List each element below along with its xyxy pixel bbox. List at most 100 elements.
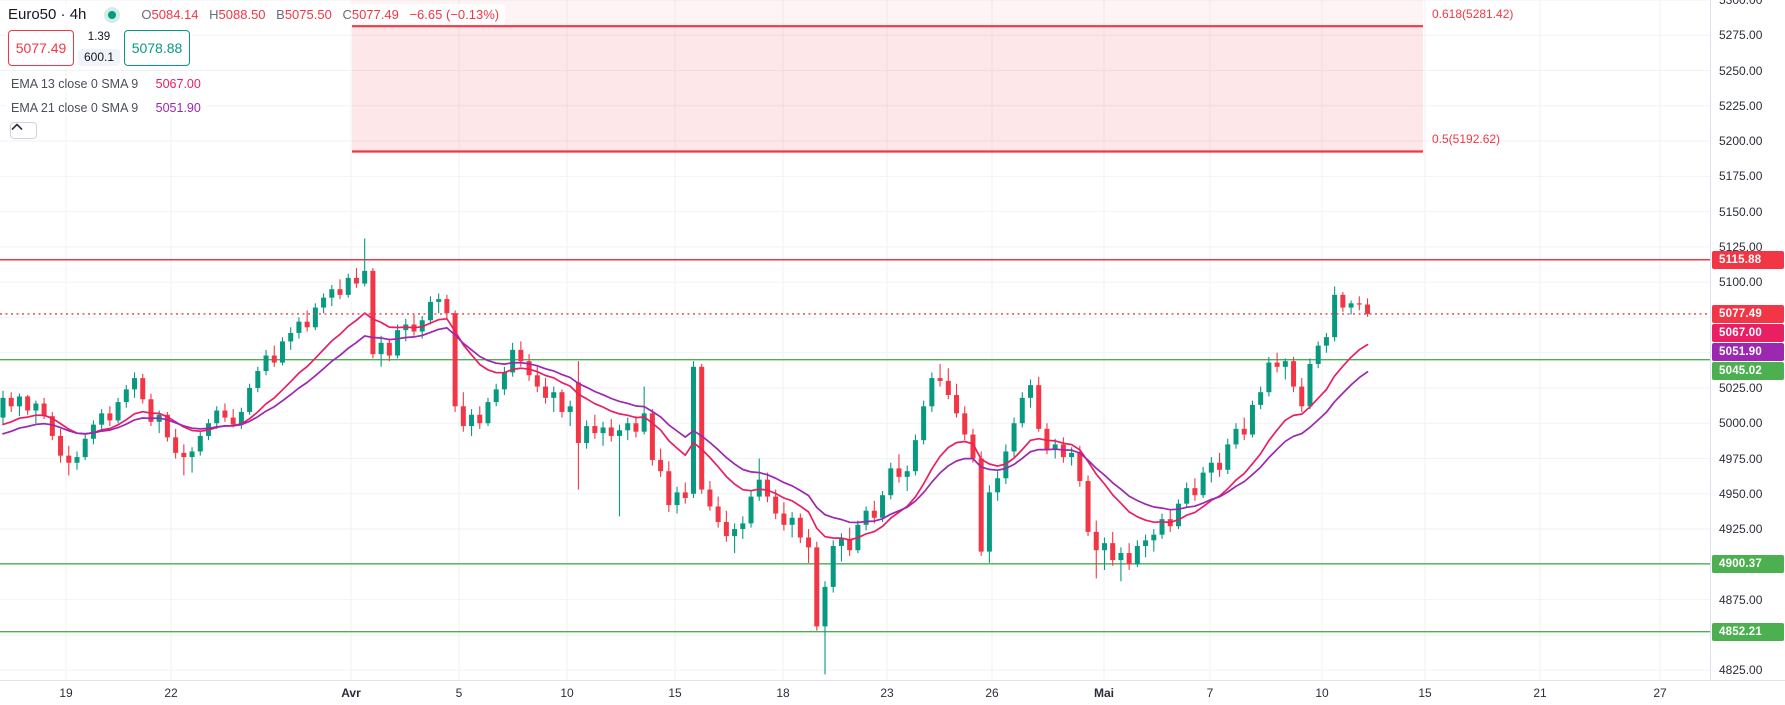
candle-body bbox=[1118, 553, 1124, 561]
candle-body bbox=[1233, 428, 1239, 445]
candle-body bbox=[1356, 303, 1362, 305]
time-tick-label: 10 bbox=[560, 686, 574, 700]
candle-body bbox=[427, 301, 433, 321]
candle-body bbox=[871, 510, 877, 518]
candle-body bbox=[847, 538, 853, 551]
candle-body bbox=[740, 523, 746, 530]
candle-body bbox=[255, 371, 261, 388]
candle-body bbox=[353, 277, 359, 284]
candle-body bbox=[674, 492, 680, 506]
candle-body bbox=[1274, 362, 1280, 367]
candle-body bbox=[945, 380, 951, 396]
candle-body bbox=[247, 387, 253, 412]
candle-body bbox=[748, 496, 754, 524]
time-tick-label: Avr bbox=[341, 686, 361, 700]
indicator-row-ema13[interactable]: EMA 13 close 0 SMA 9 5067.00 bbox=[6, 76, 206, 92]
candle-body bbox=[1249, 404, 1255, 435]
candle-body bbox=[493, 389, 499, 403]
candle-body bbox=[140, 378, 146, 400]
candle-body bbox=[1307, 363, 1313, 407]
candle-body bbox=[1159, 519, 1165, 535]
candle-body bbox=[370, 270, 376, 355]
time-tick-label: 7 bbox=[1206, 686, 1214, 700]
candle-body bbox=[707, 489, 713, 507]
sell-button[interactable]: 5077.49 bbox=[8, 30, 74, 66]
candle-body bbox=[214, 410, 220, 424]
candle-body bbox=[1151, 534, 1157, 541]
candle-body bbox=[789, 517, 795, 525]
symbol-title[interactable]: Euro50 · 4h bbox=[8, 6, 87, 23]
price-axis-badge: 4852.21 bbox=[1712, 622, 1784, 641]
price-tick-label: 5000.00 bbox=[1719, 416, 1763, 431]
candle-body bbox=[510, 349, 516, 373]
candle-body bbox=[625, 423, 631, 431]
time-axis[interactable]: 19 22 Avr 5 10 15 18 23 26 Mai 7 10 15 21 27 bbox=[0, 680, 1785, 705]
candle-body bbox=[1323, 337, 1329, 346]
price-tick-label: 5150.00 bbox=[1719, 204, 1763, 219]
candle-body bbox=[1299, 386, 1305, 407]
candle-body bbox=[592, 426, 598, 434]
candle-body bbox=[321, 297, 327, 308]
candle-body bbox=[773, 496, 779, 514]
collapse-legend-button[interactable] bbox=[10, 122, 37, 139]
candle-body bbox=[534, 375, 540, 387]
candle-body bbox=[1085, 481, 1091, 532]
candle-body bbox=[1225, 444, 1231, 470]
candle-body bbox=[830, 545, 836, 587]
candle-body bbox=[1282, 361, 1288, 367]
candle-body bbox=[99, 413, 105, 425]
candle-body bbox=[296, 321, 302, 333]
candle-body bbox=[123, 389, 129, 403]
candle-body bbox=[115, 402, 121, 421]
price-tick-label: 5100.00 bbox=[1719, 275, 1763, 290]
candle-body bbox=[962, 413, 968, 435]
candle-body bbox=[33, 403, 39, 411]
indicator-row-ema21[interactable]: EMA 21 close 0 SMA 9 5051.90 bbox=[6, 100, 206, 116]
candle-body bbox=[518, 349, 524, 362]
candle-body bbox=[395, 330, 401, 356]
ema13-value: 5067.00 bbox=[155, 77, 201, 91]
candle-body bbox=[485, 402, 491, 424]
time-tick-label: 22 bbox=[164, 686, 178, 700]
candle-body bbox=[1077, 452, 1083, 482]
candle-body bbox=[1315, 345, 1321, 364]
candle-body bbox=[452, 313, 458, 407]
candle-body bbox=[1101, 543, 1107, 551]
candle-body bbox=[1241, 428, 1247, 435]
candle-body bbox=[904, 471, 910, 477]
candle-body bbox=[526, 361, 532, 376]
candle-body bbox=[995, 478, 1001, 493]
candle-body bbox=[937, 378, 943, 381]
time-tick-label: 15 bbox=[1418, 686, 1432, 700]
price-axis[interactable]: 5300.00 5275.00 5250.00 5225.00 5200.00 5175.… bbox=[1710, 0, 1785, 680]
price-tick-label: 5025.00 bbox=[1719, 380, 1763, 395]
chart-canvas[interactable]: 0.618(5281.42) 0.5(5192.62) Euro50 · 4h … bbox=[0, 0, 1710, 680]
price-tick-label: 5225.00 bbox=[1719, 98, 1763, 113]
candle-body bbox=[715, 506, 721, 522]
candle-body bbox=[1028, 385, 1033, 398]
candle-body bbox=[764, 479, 770, 497]
candle-body bbox=[1110, 543, 1116, 561]
candle-body bbox=[863, 510, 869, 525]
spread-value: 1.39 bbox=[87, 31, 111, 43]
candle-body bbox=[0, 397, 6, 418]
candle-body bbox=[304, 321, 310, 328]
price-tick-label: 5175.00 bbox=[1719, 169, 1763, 184]
candle-body bbox=[107, 413, 113, 421]
price-axis-badge: 5077.49 bbox=[1712, 304, 1784, 323]
candle-body bbox=[1192, 488, 1198, 496]
candle-body bbox=[978, 458, 984, 552]
candle-body bbox=[822, 586, 828, 627]
candle-body bbox=[732, 529, 738, 537]
candle-body bbox=[641, 413, 647, 432]
candle-body bbox=[986, 492, 992, 552]
candle-body bbox=[329, 289, 335, 298]
candle-body bbox=[781, 513, 787, 525]
candle-body bbox=[575, 382, 581, 443]
price-axis-badge: 5067.00 bbox=[1712, 323, 1784, 342]
time-tick-label: 27 bbox=[1653, 686, 1667, 700]
buy-button[interactable]: 5078.88 bbox=[124, 30, 190, 66]
candle-body bbox=[814, 547, 820, 627]
price-tick-label: 5125.00 bbox=[1719, 239, 1763, 254]
candle-body bbox=[1200, 472, 1206, 496]
